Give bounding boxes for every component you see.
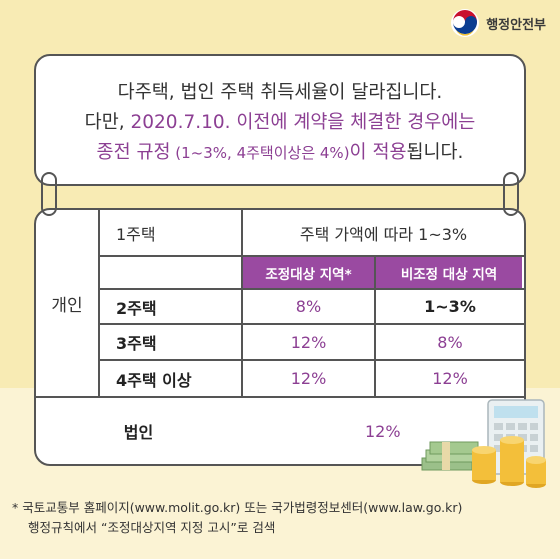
notice-line-3-paren: (1~3%, 4주택이상은 4%) bbox=[170, 144, 350, 162]
row-four-plus-regulated: 12% bbox=[290, 369, 327, 388]
divider bbox=[241, 210, 243, 396]
notice-line-2-highlight: 2020.7.10. 이전에 계약을 체결한 경우에는 bbox=[130, 112, 476, 133]
logo-text: 행정안전부 bbox=[486, 17, 546, 33]
header-nonregulated-area: 비조정 대상 지역 bbox=[376, 257, 522, 288]
notice-line-3: 종전 규정 (1~3%, 4주택이상은 4%)이 적용됩니다. bbox=[36, 138, 524, 168]
notice-line-2: 다만, 2020.7.10. 이전에 계약을 체결한 경우에는 bbox=[36, 108, 524, 138]
divider bbox=[98, 323, 524, 325]
money-illustration bbox=[421, 399, 546, 488]
row-label-three-houses: 3주택 bbox=[116, 334, 157, 353]
logo: 행정안전부 bbox=[450, 8, 546, 38]
divider bbox=[374, 255, 376, 396]
row-two-regulated: 8% bbox=[295, 297, 322, 316]
row-label-four-plus-houses: 4주택 이상 bbox=[116, 370, 192, 390]
notice-line-3-tail: 이 적용 bbox=[349, 142, 407, 163]
divider bbox=[98, 288, 524, 290]
tax-rate-table: 조정대상 지역* 비조정 대상 지역 개인 1주택 주택 가액에 따라 1~3%… bbox=[34, 208, 526, 466]
divider bbox=[98, 255, 524, 257]
corporate-value: 12% bbox=[365, 421, 401, 441]
one-house-label: 1주택 bbox=[116, 224, 156, 244]
footnote: * 국토교통부 홈페이지(www.molit.go.kr) 또는 국가법령정보센… bbox=[12, 498, 462, 538]
one-house-value: 주택 가액에 따라 1~3% bbox=[299, 224, 468, 244]
government-logo-icon bbox=[451, 9, 480, 37]
notice-card: 다주택, 법인 주택 취득세율이 달라집니다. 다만, 2020.7.10. 이… bbox=[34, 54, 526, 186]
binder-ring-right bbox=[503, 172, 519, 216]
divider bbox=[98, 210, 100, 396]
binder-ring-left bbox=[41, 172, 57, 216]
individual-label: 개인 bbox=[51, 295, 83, 316]
money-stack-icon bbox=[421, 441, 479, 471]
notice-line-1: 다주택, 법인 주택 취득세율이 달라집니다. bbox=[117, 82, 443, 103]
row-three-regulated: 12% bbox=[290, 332, 327, 352]
footnote-line-2: 행정규칙에서 “조정대상지역 지정 고시”로 검색 bbox=[28, 520, 276, 535]
notice-line-3-suffix: 됩니다. bbox=[406, 142, 464, 163]
divider bbox=[36, 396, 524, 398]
notice-line-2-prefix: 다만, bbox=[84, 112, 131, 133]
footnote-line-1: * 국토교통부 홈페이지(www.molit.go.kr) 또는 국가법령정보센… bbox=[12, 500, 463, 515]
header-regulated-area: 조정대상 지역* bbox=[243, 257, 374, 288]
row-four-plus-nonregulated: 12% bbox=[432, 369, 468, 388]
row-label-two-houses: 2주택 bbox=[116, 298, 157, 318]
coin-stack-icon bbox=[472, 436, 546, 488]
corporate-label: 법인 bbox=[123, 423, 154, 442]
row-three-nonregulated: 8% bbox=[437, 332, 463, 352]
divider bbox=[98, 359, 524, 361]
notice-line-3-highlight: 종전 규정 bbox=[96, 142, 171, 163]
row-two-nonregulated: 1~3% bbox=[424, 297, 476, 316]
